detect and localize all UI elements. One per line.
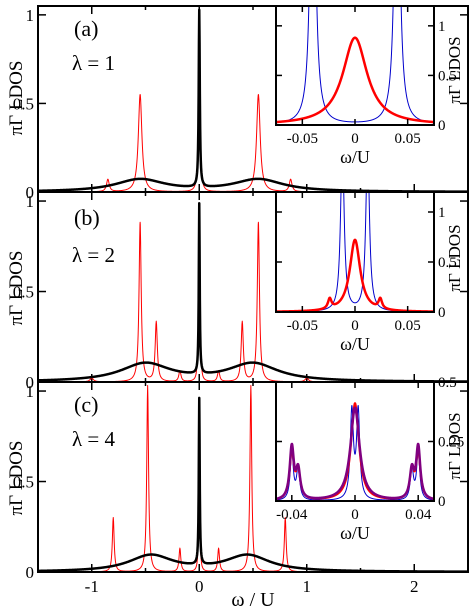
inset-a-ylabel: πΓ LDOS [445,36,464,103]
inset-b-background [276,192,434,312]
panel-c-label: (c) [74,392,98,417]
panel-c-ylabel: πΓ LDOS [6,441,27,516]
panel-a-ylabel: πΓ LDOS [6,61,27,136]
panel-c-ytick-label: 0 [26,563,35,582]
inset-a-xtick-label: 0.05 [395,131,421,147]
panel-b-black-curve [38,202,468,382]
inset-a-ytick-label: 0.5 [438,68,457,84]
panel-c-xtick-label: 1 [303,577,312,596]
panel-b-label: (b) [74,205,100,230]
inset-b-ytick-label: 0.5 [438,255,457,271]
panel-b-ytick-label: 0 [26,373,35,392]
panel-c-frame [37,381,469,573]
inset-a-xlabel: ω/U [340,147,370,167]
inset-b: -0.05 0 0.05 0 0.5 1 ω/U πΓ LDOS [275,191,464,354]
inset-a-ytick-label: 1 [438,19,446,35]
inset-c-ylabel: πΓ LDOS [445,412,464,479]
inset-a-red-curve [276,36,434,124]
inset-b-ytick-label: 0 [438,305,446,321]
inset-a: -0.05 0 0.05 0 0.5 1 ω/U πΓ LDOS [275,5,464,167]
panel-a-ytick-label: 1 [26,6,35,25]
panel-c-xtick-label: 2 [410,577,419,596]
inset-a-ytick-label: 0 [438,118,446,134]
x-axis-label: ω / U [231,589,275,611]
inset-c-blue-curve [276,405,434,501]
inset-c-xtick-label: -0.04 [276,507,308,523]
panel-c-annotation: λ = 4 [72,427,116,451]
inset-b-ytick-label: 1 [438,205,446,221]
inset-b-xtick-label: -0.05 [287,318,318,334]
panel-a: πΓ LDOS 0 0.5 1 (a) λ = 1 -0.05 0 0.05 0 0.5 1 … [6,5,469,202]
inset-c: -0.04 0 0.04 0 0.25 0.5 ω/U πΓ LDOS [275,375,464,543]
panel-c: πΓ LDOS 00.51-1 0 1 2 (c) λ = 4 -0.04 0 0.040… [6,375,469,596]
inset-c-xlabel: ω/U [340,523,370,543]
inset-c-purple-curve [276,406,434,501]
inset-c-ytick-label: 0.5 [438,375,457,391]
panel-c-ytick-label: 1 [26,382,35,401]
panel-b-ytick-label: 1 [26,192,35,211]
inset-c-xtick-label: 0 [351,507,359,523]
inset-c-ytick-label: 0 [438,494,446,510]
inset-b-xlabel: ω/U [340,334,370,354]
panel-c-xtick-label: 0 [195,577,204,596]
inset-c-xtick-label: 0.04 [405,507,432,523]
panel-b: πΓ LDOS 0 0.5 1 (b) λ = 2 -0.05 0 0.05 0 0.5 1 … [6,191,469,392]
panel-b-ytick-label: 0.5 [13,283,34,302]
panel-b-annotation: λ = 2 [72,243,115,267]
inset-a-background [276,6,434,125]
inset-c-background [276,382,434,501]
panel-c-xtick-label: -1 [85,577,99,596]
panel-c-ytick-label: 0.5 [13,473,34,492]
inset-a-xtick-label: 0 [351,131,359,147]
inset-b-ylabel: πΓ LDOS [445,224,464,291]
panel-a-ytick-label: 0 [26,183,35,202]
inset-b-xtick-label: 0 [351,318,359,334]
panel-a-label: (a) [74,16,98,41]
inset-c-ytick-label: 0.25 [438,435,464,451]
panel-a-ytick-label: 0.5 [13,94,34,113]
inset-a-xtick-label: -0.05 [287,131,318,147]
panel-b-ylabel: πΓ LDOS [6,251,27,326]
inset-b-xtick-label: 0.05 [395,318,421,334]
panel-a-annotation: λ = 1 [72,51,115,75]
